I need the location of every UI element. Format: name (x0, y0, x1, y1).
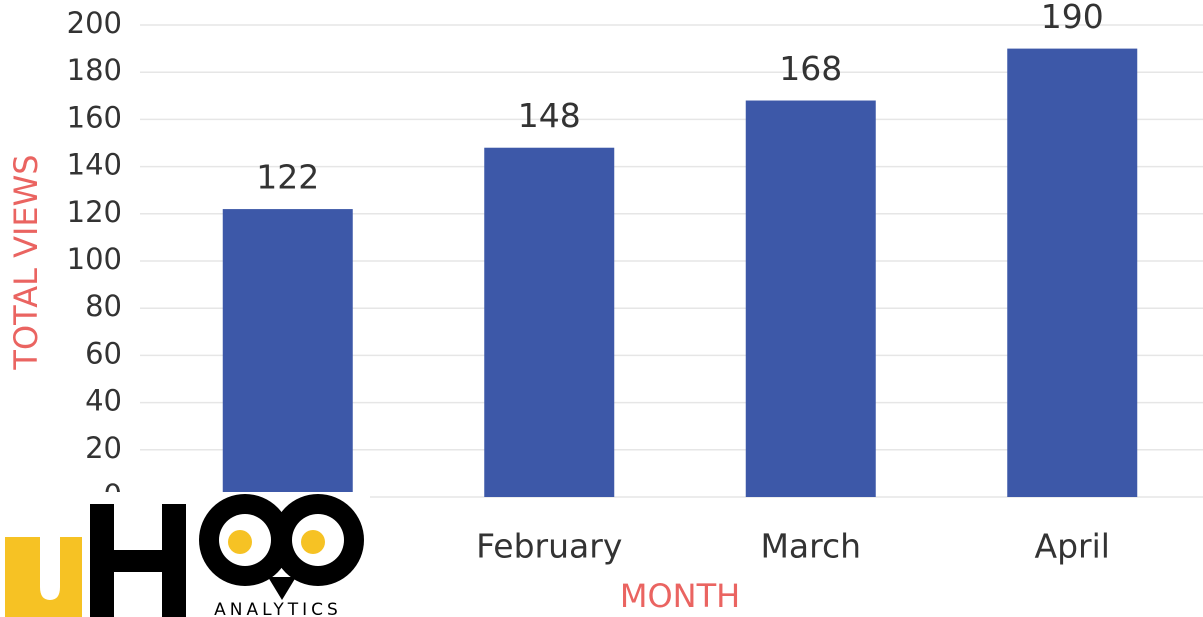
y-tick-label: 20 (85, 431, 122, 465)
y-tick-label: 180 (67, 53, 122, 87)
y-tick-label: 100 (67, 242, 122, 276)
y-tick-label: 60 (85, 336, 122, 370)
x-tick-label: February (476, 527, 622, 566)
logo-h-bar (90, 550, 186, 572)
y-tick-label: 200 (67, 6, 122, 40)
x-tick-label: March (760, 527, 861, 566)
data-label: 168 (779, 49, 842, 88)
y-tick-label: 80 (85, 289, 122, 323)
data-label: 190 (1041, 0, 1104, 36)
logo-beak (268, 577, 296, 600)
bar (745, 100, 876, 498)
data-label: 122 (256, 158, 319, 197)
x-axis-title: MONTH (620, 577, 740, 615)
y-tick-label: 160 (67, 100, 122, 134)
y-tick-label: 140 (67, 148, 122, 182)
x-tick-label: April (1035, 527, 1110, 566)
logo-tagline: ANALYTICS (214, 600, 342, 617)
y-tick-label: 120 (67, 195, 122, 229)
data-label: 148 (518, 96, 581, 135)
logo-pupil (228, 530, 252, 554)
logo-pupil (301, 530, 325, 554)
bar (222, 209, 353, 497)
bar (484, 147, 615, 497)
bar (1007, 48, 1138, 497)
logo: ANALYTICS (0, 492, 370, 617)
y-tick-label: 40 (85, 384, 122, 418)
logo-u (5, 537, 82, 617)
y-axis-title: TOTAL VIEWS (7, 154, 45, 370)
